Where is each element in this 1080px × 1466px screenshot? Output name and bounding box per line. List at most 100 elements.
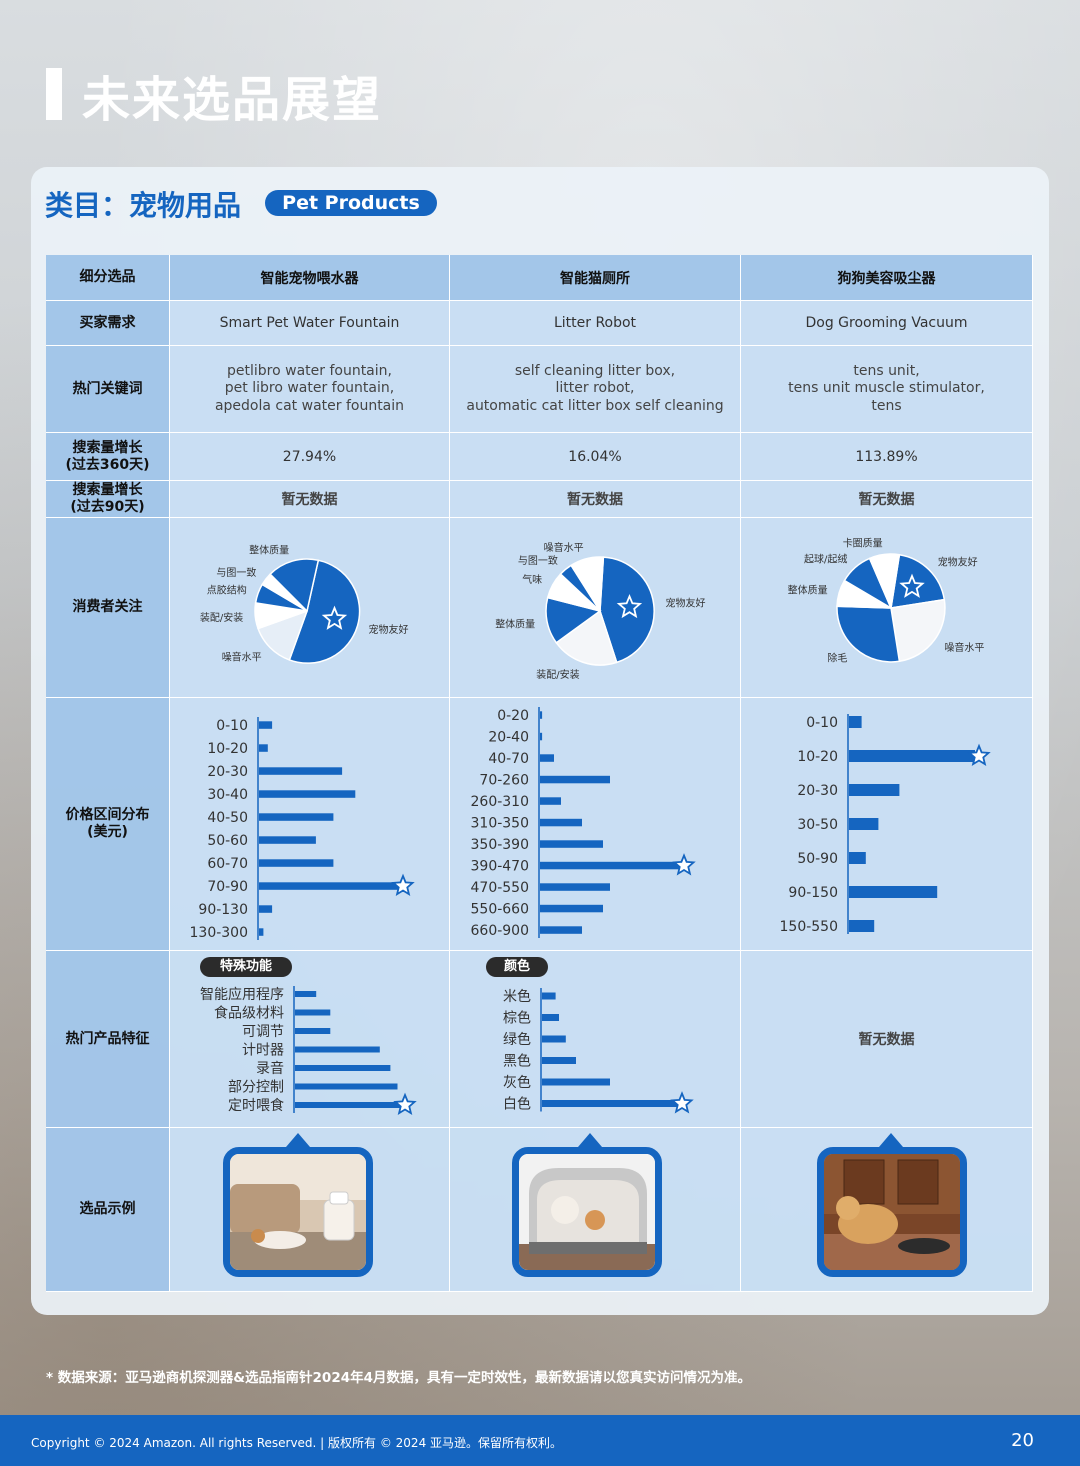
keywords-cell-1: petlibro water fountain, pet libro water … (170, 346, 450, 433)
bar (540, 818, 582, 827)
bar (259, 790, 356, 798)
features-cell-2: 颜色 米色 棕色 绿色 黑色 灰色 白色 (450, 951, 741, 1128)
product-photo-dog-vacuum (817, 1147, 967, 1277)
bar (259, 905, 273, 913)
bar-category-label: 定时喂食 (228, 1097, 284, 1114)
product-table: 细分选品 智能宠物喂水器 智能猫厕所 狗狗美容吸尘器 买家需求 Smart Pe… (46, 255, 1033, 1292)
bar (540, 732, 543, 741)
pie-slice (555, 609, 618, 666)
focus-cell-2: 宠物友好 装配/安装 整体质量 气味 与图一致 噪音水平 (450, 518, 741, 698)
bar (542, 1057, 576, 1064)
bar-category-label: 40-70 (488, 751, 529, 767)
pie-slice (288, 559, 361, 664)
keywords-cell-3: tens unit, tens unit muscle stimulator, te… (741, 346, 1033, 433)
bar-category-label: 10-20 (207, 741, 248, 757)
bar-category-label: 150-550 (780, 919, 839, 935)
highlight-star-icon (391, 873, 415, 896)
bar-category-label: 灰色 (503, 1074, 531, 1091)
pie-label: 除毛 (827, 652, 847, 665)
price-chart-fountain: 0-10 10-20 20-30 30-40 40-50 50-60 60-70 70-90 9… (190, 717, 415, 941)
row-label-features: 热门产品特征 (46, 951, 170, 1128)
bar (542, 1100, 678, 1107)
bar-category-label: 录音 (256, 1060, 284, 1077)
data-source-footnote: * 数据来源：亚马逊商机探测器&选品指南针2024年4月数据，具有一定时效性，最… (46, 1370, 751, 1386)
row-label-keywords: 热门关键词 (46, 346, 170, 433)
example-cell-1 (170, 1128, 450, 1292)
highlight-star-icon (670, 1091, 694, 1114)
bar (259, 744, 268, 752)
focus-cell-3: 宠物友好 噪音水平 除毛 整体质量 起球/起绒 卡圈质量 (741, 518, 1033, 698)
bar (542, 1035, 566, 1043)
bar (295, 1065, 391, 1071)
example-cell-2 (450, 1128, 741, 1292)
bar (540, 754, 554, 762)
column-header-3: 狗狗美容吸尘器 (741, 255, 1033, 301)
price-cell-1: 0-10 10-20 20-30 30-40 40-50 50-60 60-70 70-90 9… (170, 698, 450, 951)
row-label-price: 价格区间分布 (美元) (46, 698, 170, 951)
bar-category-label: 30-40 (207, 787, 248, 803)
pie-slice (269, 558, 320, 613)
highlight-star-icon (393, 1092, 417, 1115)
product-photo-litter-box (512, 1147, 662, 1277)
product-photo-fountain (223, 1147, 373, 1277)
highlight-star-icon (967, 743, 991, 766)
bar (849, 852, 866, 864)
category-label: 类目：宠物用品 (45, 189, 242, 222)
bar-category-label: 550-660 (471, 902, 530, 918)
keyword: litter robot, (555, 380, 635, 397)
bar-category-label: 390-470 (471, 859, 530, 875)
price-cell-2: 0-20 20-40 40-70 70-260 260-310 310-350 350-39… (450, 698, 741, 951)
growth360-cell-1: 27.94% (170, 433, 450, 481)
bar-category-label: 350-390 (471, 837, 530, 853)
photo-pointer (286, 1133, 310, 1147)
pie-slice (570, 556, 605, 614)
pie-label: 与图一致 (518, 554, 558, 567)
bar-category-label: 计时器 (242, 1043, 284, 1059)
footer-copyright: Copyright © 2024 Amazon. All rights Rese… (31, 1436, 563, 1450)
keyword: petlibro water fountain, (227, 362, 392, 379)
bar (540, 904, 603, 913)
pie-label: 宠物友好 (666, 597, 706, 610)
features-title-pill: 特殊功能 (200, 957, 292, 977)
page-number: 20 (1011, 1430, 1034, 1451)
bar-category-label: 20-30 (207, 764, 248, 780)
bar (542, 1014, 559, 1021)
bar-category-label: 0-10 (216, 718, 248, 734)
growth360-cell-3: 113.89% (741, 433, 1033, 481)
photo-pointer (879, 1133, 903, 1147)
demand-cell-2: Litter Robot (450, 301, 741, 346)
bar (849, 886, 938, 898)
pie-label: 起球/起绒 (804, 553, 847, 566)
growth90-cell-1: 暂无数据 (170, 481, 450, 518)
bar-category-label: 20-40 (488, 730, 529, 746)
bar (295, 1028, 331, 1034)
keyword: apedola cat water fountain (214, 397, 405, 414)
pie-label: 与图一致 (216, 566, 256, 579)
bar-category-label: 部分控制 (228, 1080, 284, 1096)
bar (542, 1078, 610, 1086)
footer-bar: Copyright © 2024 Amazon. All rights Rese… (0, 1415, 1080, 1466)
bar-category-label: 660-900 (471, 923, 530, 939)
price-cell-3: 0-10 10-20 20-30 30-50 50-90 90-150 150-550 (741, 698, 1033, 951)
bar (540, 797, 561, 805)
bar-category-label: 绿色 (503, 1031, 531, 1048)
price-chart-vacuum: 0-10 10-20 20-30 30-50 50-90 90-150 150-550 (780, 714, 991, 935)
bar (849, 818, 879, 830)
keyword: tens (871, 397, 902, 414)
bar (259, 767, 343, 775)
bar-category-label: 米色 (503, 988, 531, 1005)
bar-category-label: 0-10 (806, 715, 838, 731)
bar (540, 775, 610, 784)
bar-category-label: 90-150 (788, 885, 838, 901)
pie-slice (599, 556, 655, 664)
bar (295, 991, 317, 997)
bar-category-label: 可调节 (242, 1024, 284, 1040)
bar (259, 882, 399, 890)
pie-label: 整体质量 (788, 584, 828, 597)
bar-category-label: 食品级材料 (214, 1005, 284, 1022)
keywords-cell-2: self cleaning litter box, litter robot, au… (450, 346, 741, 433)
focus-cell-1: 宠物友好 噪音水平 装配/安装 点胶结构 与图一致 整体质量 (170, 518, 450, 698)
